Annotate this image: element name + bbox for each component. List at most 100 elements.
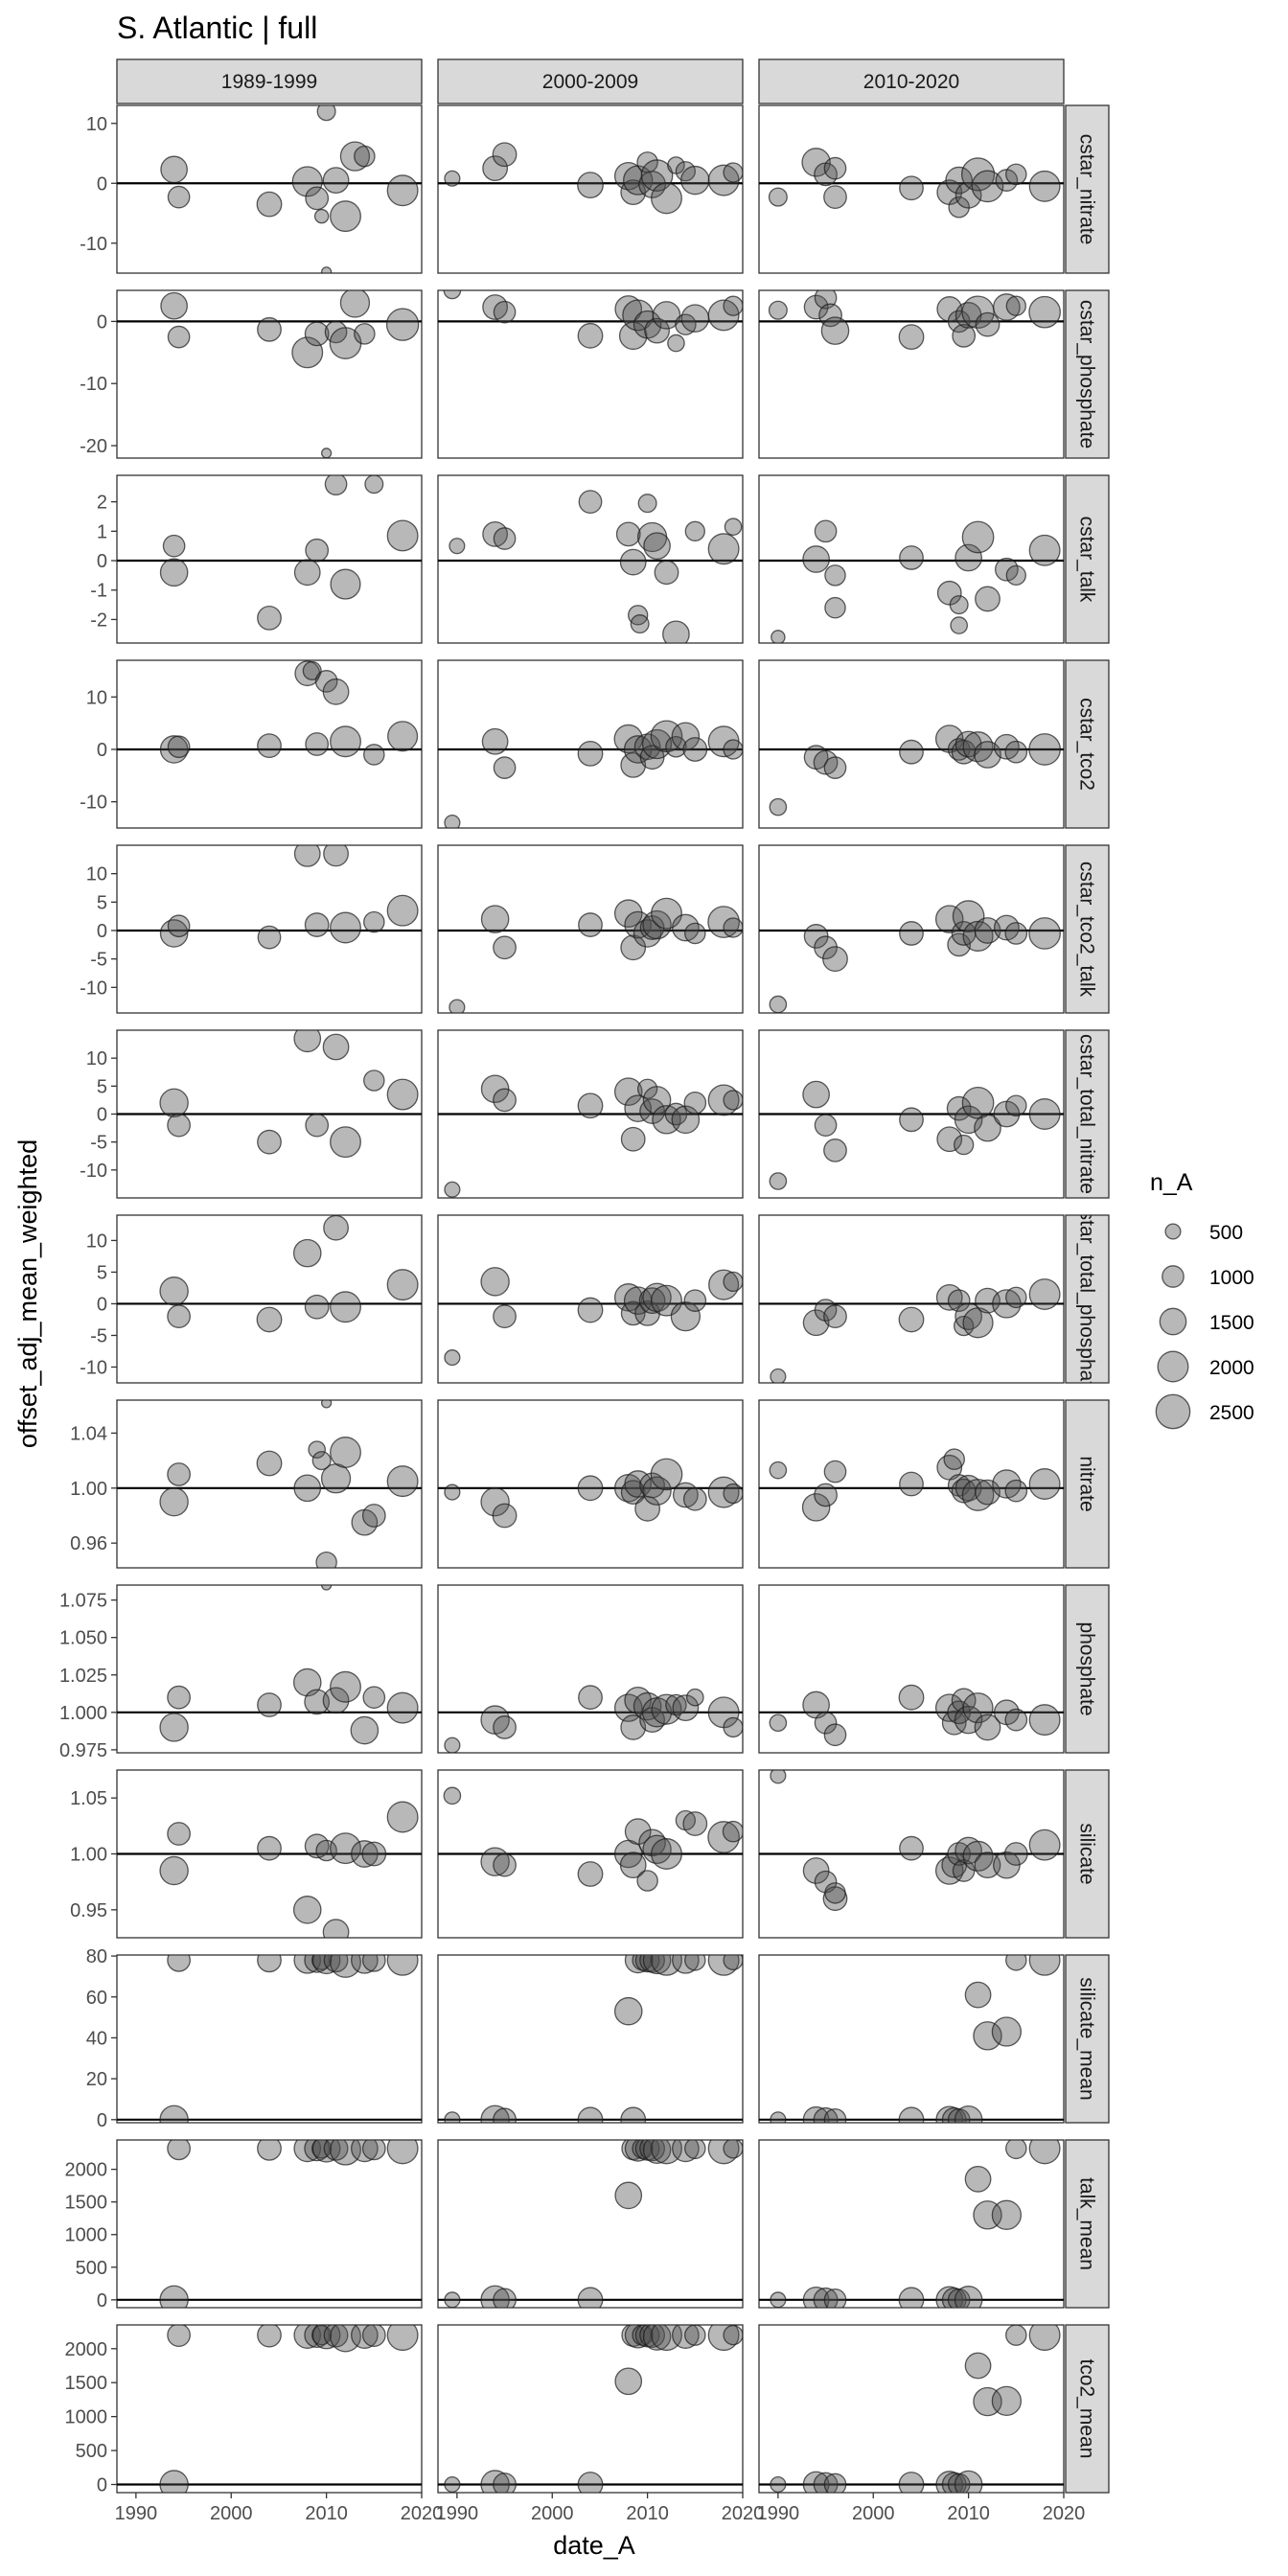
data-point [962,731,994,763]
row-strip-background [1065,1399,1110,1569]
panel-contents [759,1448,1064,1522]
data-point [723,2325,743,2346]
data-point [1003,1842,1028,1866]
y-tick-label: 40 [86,2028,107,2049]
data-point [493,2107,517,2123]
data-point [961,1086,995,1119]
data-point [682,737,708,762]
data-point [769,797,788,816]
y-tick-label: 0.95 [70,1900,107,1921]
data-point [802,2286,830,2308]
data-point [293,1474,322,1503]
data-point [493,527,517,550]
y-tick-label: 500 [76,2258,107,2279]
data-point [577,322,604,349]
data-point [683,1092,707,1115]
data-point [624,1686,653,1714]
data-point [444,170,461,187]
panel-background [437,474,744,644]
x-tick-label: 2020 [401,2503,444,2524]
data-point [768,300,788,320]
column-strip-background [437,58,744,104]
data-point [975,1479,1000,1506]
panel-contents [438,2140,743,2308]
facet-panel [116,474,423,644]
data-point [316,105,336,122]
data-point [350,1715,380,1745]
data-point [493,1088,517,1113]
panel-background [758,844,1065,1014]
row-strip-label-clip: tco2_mean [1076,2359,1098,2459]
column-strip-label: 2000-2009 [542,71,638,93]
data-point [311,1955,341,1975]
data-point [320,448,333,458]
legend-key-circle [1164,1223,1182,1240]
legend-key-label: 2000 [1209,1357,1254,1379]
facet-panel [116,1029,423,1199]
panel-background [116,1399,423,1569]
data-point [257,925,282,950]
y-tick-label: -20 [80,436,107,457]
data-point [386,1269,419,1301]
y-tick-label: 5 [97,1076,107,1097]
data-point [444,1736,461,1753]
x-tick-label: 2020 [722,2503,765,2524]
data-point [950,616,968,634]
data-point [947,738,971,761]
panel-contents [438,720,743,828]
size-legend: n_A 500 1000 1500 2000 2500 [1150,1169,1254,1430]
data-point [304,2325,331,2349]
data-point [814,1483,838,1507]
data-point [320,1400,333,1409]
data-point [707,906,740,938]
data-point [257,1955,282,1973]
data-point [257,316,282,342]
data-point [823,1138,847,1162]
data-point [444,2111,461,2123]
row-strip-label: cstar_tco2_talk [1076,862,1098,998]
facet-panel [116,1214,423,1384]
data-point [257,2325,282,2348]
data-point [160,155,188,184]
row-strip: talk_mean [1065,2139,1110,2309]
facet-panel [758,2139,1065,2309]
data-point [770,630,786,643]
data-point [160,291,188,320]
panel-contents [117,475,422,631]
facet-panel [116,1954,423,2124]
row-strip-label-clip: silicate [1076,1823,1098,1884]
y-tick-label: 0 [97,921,107,942]
data-point [630,614,650,634]
data-point [684,922,706,945]
row-strip: tco2_mean [1065,2324,1110,2494]
data-point [167,914,191,938]
data-point [1028,295,1061,329]
data-point [723,2140,743,2159]
data-point [619,1852,647,1879]
data-point [444,2475,461,2493]
data-point [814,935,838,960]
data-point [167,735,191,759]
panel-contents [117,660,422,766]
data-point [723,1090,743,1111]
data-point [823,1460,847,1484]
panel-contents [759,900,1064,1013]
column-strip: 2000-2009 [437,58,744,104]
data-point [363,1070,385,1092]
x-tick-label: 1990 [436,2503,479,2524]
data-point [770,2291,787,2308]
data-point [493,300,517,324]
y-tick-label: 0 [97,551,107,572]
data-point [315,1552,337,1568]
data-point [256,191,283,218]
data-point [936,1126,963,1153]
data-point [387,721,419,752]
data-point [1005,2140,1027,2160]
data-point [304,1294,330,1320]
data-point [952,323,977,348]
data-point [577,740,604,767]
data-point [769,995,788,1013]
data-point [304,2140,331,2162]
panel-background [437,1214,744,1384]
row-strip: cstar_phosphate [1065,289,1110,459]
